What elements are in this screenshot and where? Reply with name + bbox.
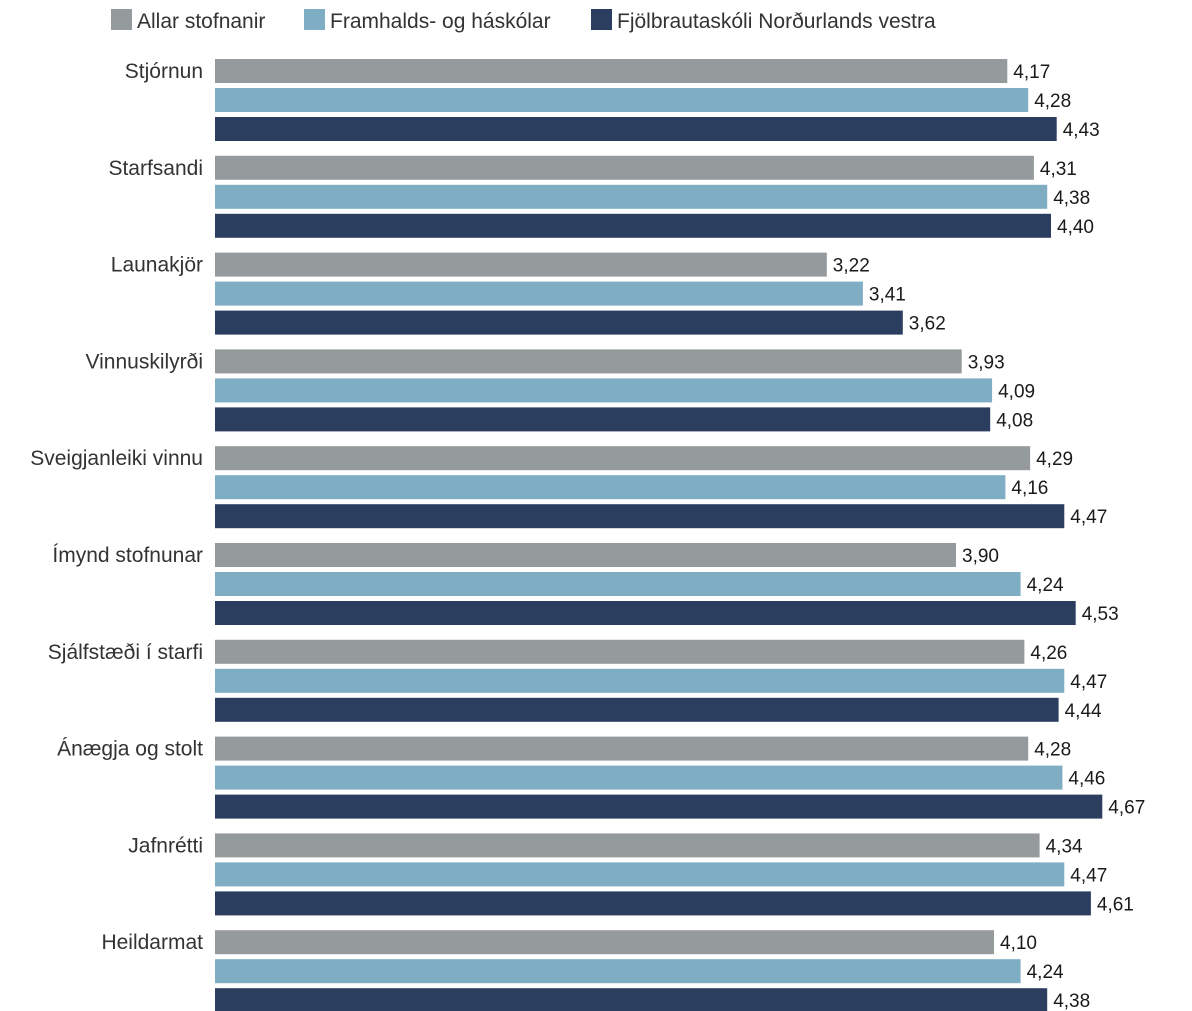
value-label-launakjor-allar-stofnanir: 3,22	[833, 256, 870, 277]
value-label-starfsandi-fjolbrautaskoli-nor-urlands-vestra: 4,40	[1057, 217, 1094, 238]
category-label-launakjor: Launakjör	[111, 254, 203, 277]
bar-launakjor-framhalds-og-haskolar	[215, 281, 863, 306]
bar-sjalfst-i-i-starfi-fjolbrautaskoli-nor-urlands-vestra	[215, 697, 1059, 722]
bar-launakjor-fjolbrautaskoli-nor-urlands-vestra	[215, 310, 903, 335]
value-label-sveigjanleiki-vinnu-allar-stofnanir: 4,29	[1036, 449, 1073, 470]
category-label-jafnretti: Jafnrétti	[128, 834, 203, 857]
bar-imynd-stofnunar-framhalds-og-haskolar	[215, 572, 1021, 596]
value-label-starfsandi-allar-stofnanir: 4,31	[1040, 159, 1077, 180]
bar-vinnuskilyr-i-allar-stofnanir	[215, 349, 962, 374]
value-label-heildarmat-fjolbrautaskoli-nor-urlands-vestra: 4,38	[1053, 991, 1090, 1011]
value-label-an-gja-og-stolt-fjolbrautaskoli-nor-urlands-vestra: 4,67	[1108, 798, 1145, 819]
bar-an-gja-og-stolt-allar-stofnanir	[215, 736, 1029, 761]
value-label-an-gja-og-stolt-allar-stofnanir: 4,28	[1034, 740, 1071, 761]
category-label-heildarmat: Heildarmat	[101, 931, 203, 954]
legend-swatch-allar-stofnanir	[111, 9, 132, 30]
bar-jafnretti-framhalds-og-haskolar	[215, 862, 1065, 887]
value-label-jafnretti-framhalds-og-haskolar: 4,47	[1070, 865, 1107, 886]
value-label-heildarmat-framhalds-og-haskolar: 4,24	[1027, 962, 1064, 983]
legend-label-allar-stofnanir: Allar stofnanir	[137, 10, 265, 33]
bar-sveigjanleiki-vinnu-framhalds-og-haskolar	[215, 475, 1006, 500]
bar-stjornun-allar-stofnanir	[215, 59, 1008, 83]
value-label-vinnuskilyr-i-allar-stofnanir: 3,93	[968, 352, 1005, 373]
value-label-starfsandi-framhalds-og-haskolar: 4,38	[1053, 188, 1090, 209]
value-label-sjalfst-i-i-starfi-fjolbrautaskoli-nor-urlands-vestra: 4,44	[1065, 701, 1102, 722]
bar-sjalfst-i-i-starfi-allar-stofnanir	[215, 639, 1025, 664]
value-label-launakjor-fjolbrautaskoli-nor-urlands-vestra: 3,62	[909, 314, 946, 335]
bar-sveigjanleiki-vinnu-allar-stofnanir	[215, 446, 1031, 471]
value-label-jafnretti-allar-stofnanir: 4,34	[1046, 836, 1083, 857]
bar-starfsandi-framhalds-og-haskolar	[215, 184, 1048, 209]
value-label-an-gja-og-stolt-framhalds-og-haskolar: 4,46	[1068, 769, 1105, 790]
value-label-imynd-stofnunar-framhalds-og-haskolar: 4,24	[1027, 575, 1064, 596]
bar-an-gja-og-stolt-fjolbrautaskoli-nor-urlands-vestra	[215, 794, 1103, 819]
value-label-stjornun-fjolbrautaskoli-nor-urlands-vestra: 4,43	[1063, 120, 1100, 141]
bar-imynd-stofnunar-allar-stofnanir	[215, 543, 956, 567]
category-label-sveigjanleiki-vinnu: Sveigjanleiki vinnu	[30, 447, 203, 470]
bar-starfsandi-allar-stofnanir	[215, 155, 1034, 180]
bar-heildarmat-framhalds-og-haskolar	[215, 959, 1021, 984]
value-label-vinnuskilyr-i-framhalds-og-haskolar: 4,09	[998, 381, 1035, 402]
legend-swatch-fjolbrautaskoli-nor-urlands-vestra	[591, 9, 612, 30]
category-label-sjalfst-i-i-starfi: Sjálfstæði í starfi	[48, 641, 203, 664]
value-label-sjalfst-i-i-starfi-allar-stofnanir: 4,26	[1030, 643, 1067, 664]
value-label-imynd-stofnunar-allar-stofnanir: 3,90	[962, 546, 999, 567]
value-label-stjornun-allar-stofnanir: 4,17	[1013, 62, 1050, 83]
bar-launakjor-allar-stofnanir	[215, 252, 827, 277]
value-label-heildarmat-allar-stofnanir: 4,10	[1000, 933, 1037, 954]
bar-jafnretti-allar-stofnanir	[215, 833, 1040, 858]
bar-imynd-stofnunar-fjolbrautaskoli-nor-urlands-vestra	[215, 601, 1076, 625]
category-label-vinnuskilyr-i: Vinnuskilyrði	[86, 350, 204, 373]
legend-label-framhalds-og-haskolar: Framhalds- og háskólar	[330, 10, 551, 33]
bar-sveigjanleiki-vinnu-fjolbrautaskoli-nor-urlands-vestra	[215, 504, 1065, 529]
value-label-imynd-stofnunar-fjolbrautaskoli-nor-urlands-vestra: 4,53	[1082, 604, 1119, 625]
bar-an-gja-og-stolt-framhalds-og-haskolar	[215, 765, 1063, 790]
bar-vinnuskilyr-i-fjolbrautaskoli-nor-urlands-vestra	[215, 407, 991, 432]
value-label-vinnuskilyr-i-fjolbrautaskoli-nor-urlands-vestra: 4,08	[996, 410, 1033, 431]
category-labels: Stjórnun Starfsandi Launakjör Vinnuskilyrði…	[30, 60, 203, 954]
category-label-an-gja-og-stolt: Ánægja og stolt	[57, 738, 203, 761]
value-label-launakjor-framhalds-og-haskolar: 3,41	[869, 285, 906, 306]
value-label-stjornun-framhalds-og-haskolar: 4,28	[1034, 91, 1071, 112]
bar-starfsandi-fjolbrautaskoli-nor-urlands-vestra	[215, 213, 1051, 238]
legend-swatch-framhalds-og-haskolar	[304, 9, 325, 30]
value-label-sveigjanleiki-vinnu-fjolbrautaskoli-nor-urlands-vestra: 4,47	[1070, 507, 1107, 528]
bar-vinnuskilyr-i-framhalds-og-haskolar	[215, 378, 993, 403]
value-label-sveigjanleiki-vinnu-framhalds-og-haskolar: 4,16	[1011, 478, 1048, 499]
bar-stjornun-framhalds-og-haskolar	[215, 88, 1029, 112]
legend: Allar stofnanir Framhalds- og háskólar Fjö…	[111, 9, 936, 33]
bars	[215, 59, 1103, 1011]
legend-label-fjolbrautaskoli-nor-urlands-vestra: Fjölbrautaskóli Norðurlands vestra	[617, 10, 936, 33]
category-label-imynd-stofnunar: Ímynd stofnunar	[52, 544, 203, 567]
bar-heildarmat-fjolbrautaskoli-nor-urlands-vestra	[215, 988, 1048, 1011]
bar-stjornun-fjolbrautaskoli-nor-urlands-vestra	[215, 117, 1057, 141]
value-label-jafnretti-fjolbrautaskoli-nor-urlands-vestra: 4,61	[1097, 894, 1134, 915]
bar-sjalfst-i-i-starfi-framhalds-og-haskolar	[215, 668, 1065, 693]
bar-jafnretti-fjolbrautaskoli-nor-urlands-vestra	[215, 891, 1091, 916]
category-label-stjornun: Stjórnun	[125, 60, 203, 83]
value-labels: 4,17 4,28 4,43 4,31 4,38 4,40 3,22 3,413,62 3,93…	[833, 62, 1145, 1011]
category-label-starfsandi: Starfsandi	[108, 157, 203, 180]
bar-heildarmat-allar-stofnanir	[215, 930, 994, 955]
value-label-sjalfst-i-i-starfi-framhalds-og-haskolar: 4,47	[1070, 672, 1107, 693]
